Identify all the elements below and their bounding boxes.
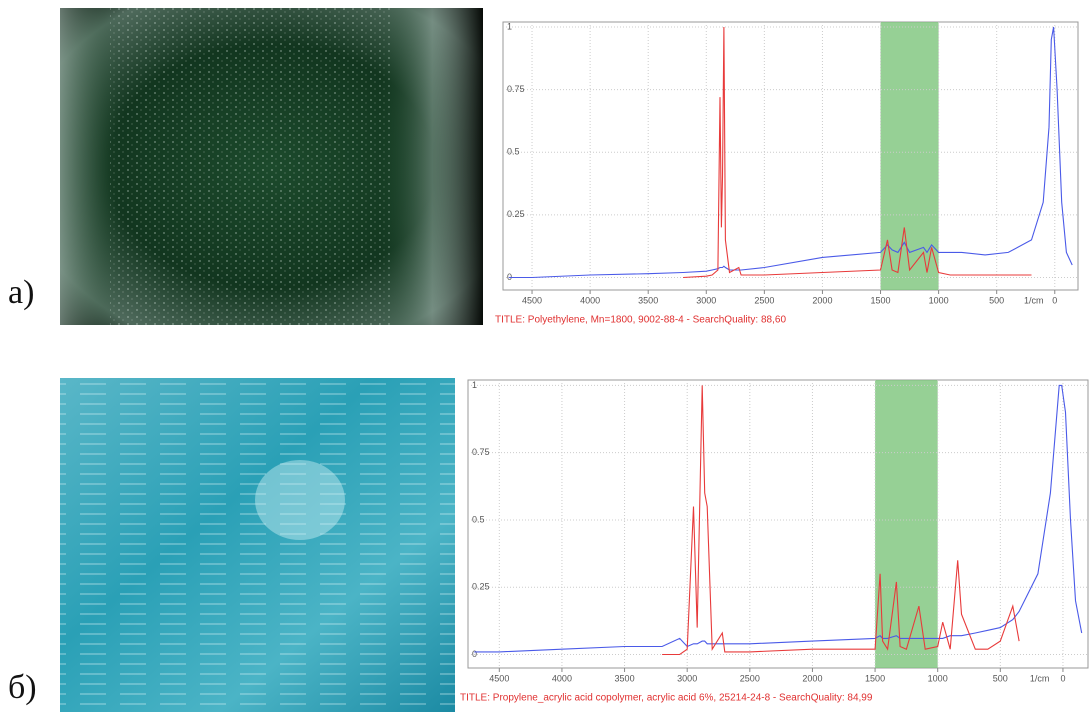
page: {"chart_data": [ {"type": "line", "label…	[0, 0, 1091, 717]
x-tick-label: 1000	[929, 295, 949, 305]
x-tick-label: 1000	[928, 673, 948, 683]
y-tick-label: 0.5	[507, 147, 520, 157]
y-tick-label: 0.75	[507, 84, 525, 94]
x-tick-label: 0	[1060, 673, 1065, 683]
x-tick-label: 4000	[580, 295, 600, 305]
x-tick-label: 3500	[615, 673, 635, 683]
x-tick-label: 4500	[489, 673, 509, 683]
x-tick-label: 3500	[638, 295, 658, 305]
y-tick-label: 0.75	[472, 447, 490, 457]
y-tick-label: 0.25	[472, 582, 490, 592]
x-tick-label: 1500	[871, 295, 891, 305]
x-tick-label: 500	[989, 295, 1004, 305]
plot-area	[503, 22, 1078, 290]
micrograph-a-shade	[60, 8, 483, 325]
y-tick-label: 1	[472, 380, 477, 390]
x-tick-label: 3000	[696, 295, 716, 305]
panel-label: а)	[8, 274, 34, 311]
y-tick-label: 1	[507, 21, 512, 31]
x-tick-label: 500	[993, 673, 1008, 683]
x-tick-label: 2500	[754, 295, 774, 305]
x-tick-label: 0	[1052, 295, 1057, 305]
y-tick-label: 0.25	[507, 209, 525, 219]
x-tick-label: 2500	[740, 673, 760, 683]
y-tick-label: 0	[472, 649, 477, 659]
x-tick-label: 3000	[677, 673, 697, 683]
panel-label: б)	[8, 669, 37, 706]
x-unit: 1/cm	[1024, 295, 1044, 305]
spectrum-title: TITLE: Polyethylene, Mn=1800, 9002-88-4 …	[495, 315, 786, 326]
plot-area	[468, 380, 1088, 668]
x-tick-label: 4000	[552, 673, 572, 683]
micrograph-b-particle	[255, 460, 345, 540]
x-tick-label: 2000	[812, 295, 832, 305]
spectrum-title: TITLE: Propylene_acrylic acid copolymer,…	[460, 693, 873, 704]
x-tick-label: 2000	[802, 673, 822, 683]
x-tick-label: 1500	[865, 673, 885, 683]
micrograph-b-texture	[60, 378, 455, 712]
highlight-band	[875, 380, 938, 668]
y-tick-label: 0.5	[472, 514, 485, 524]
y-tick-label: 0	[507, 272, 512, 282]
x-unit: 1/cm	[1030, 673, 1050, 683]
x-tick-label: 4500	[522, 295, 542, 305]
figure: 00.250.50.751450040003500300025002000150…	[0, 0, 1091, 717]
